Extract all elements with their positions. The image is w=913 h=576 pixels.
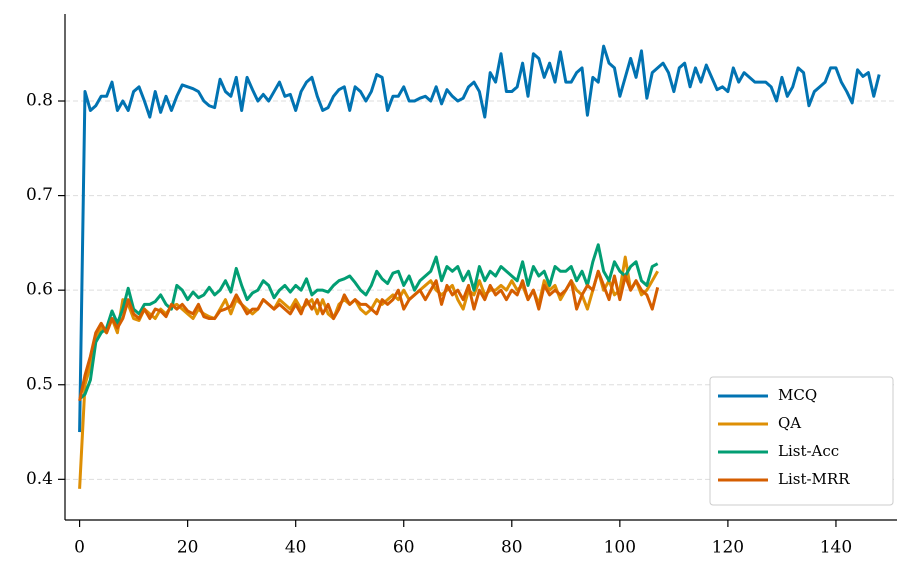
y-tick-label: 0.5 (26, 374, 53, 394)
series-line (78, 269, 660, 402)
legend: MCQ QA List-Acc List-MRR (709, 376, 894, 506)
y-tick-label: 0.7 (26, 185, 53, 205)
series-line (78, 44, 881, 433)
legend-label: MCQ (778, 386, 817, 404)
x-tick-label: 140 (820, 538, 852, 558)
x-tick-label: 120 (712, 538, 744, 558)
x-tick-label: 40 (285, 538, 307, 558)
legend-label: List-MRR (778, 470, 850, 488)
series-line (78, 255, 659, 489)
y-tick-label: 0.6 (26, 280, 53, 300)
x-tick-label: 60 (393, 538, 415, 558)
legend-label: QA (778, 414, 801, 432)
x-tick-label: 20 (177, 538, 199, 558)
legend-label: List-Acc (778, 442, 839, 460)
series-line (78, 243, 659, 401)
x-tick-label: 0 (74, 538, 85, 558)
y-tick-label: 0.4 (26, 469, 53, 489)
legend-box (709, 376, 894, 506)
y-tick-label: 0.8 (26, 91, 53, 111)
x-tick-label: 80 (501, 538, 523, 558)
x-tick-label: 100 (604, 538, 636, 558)
